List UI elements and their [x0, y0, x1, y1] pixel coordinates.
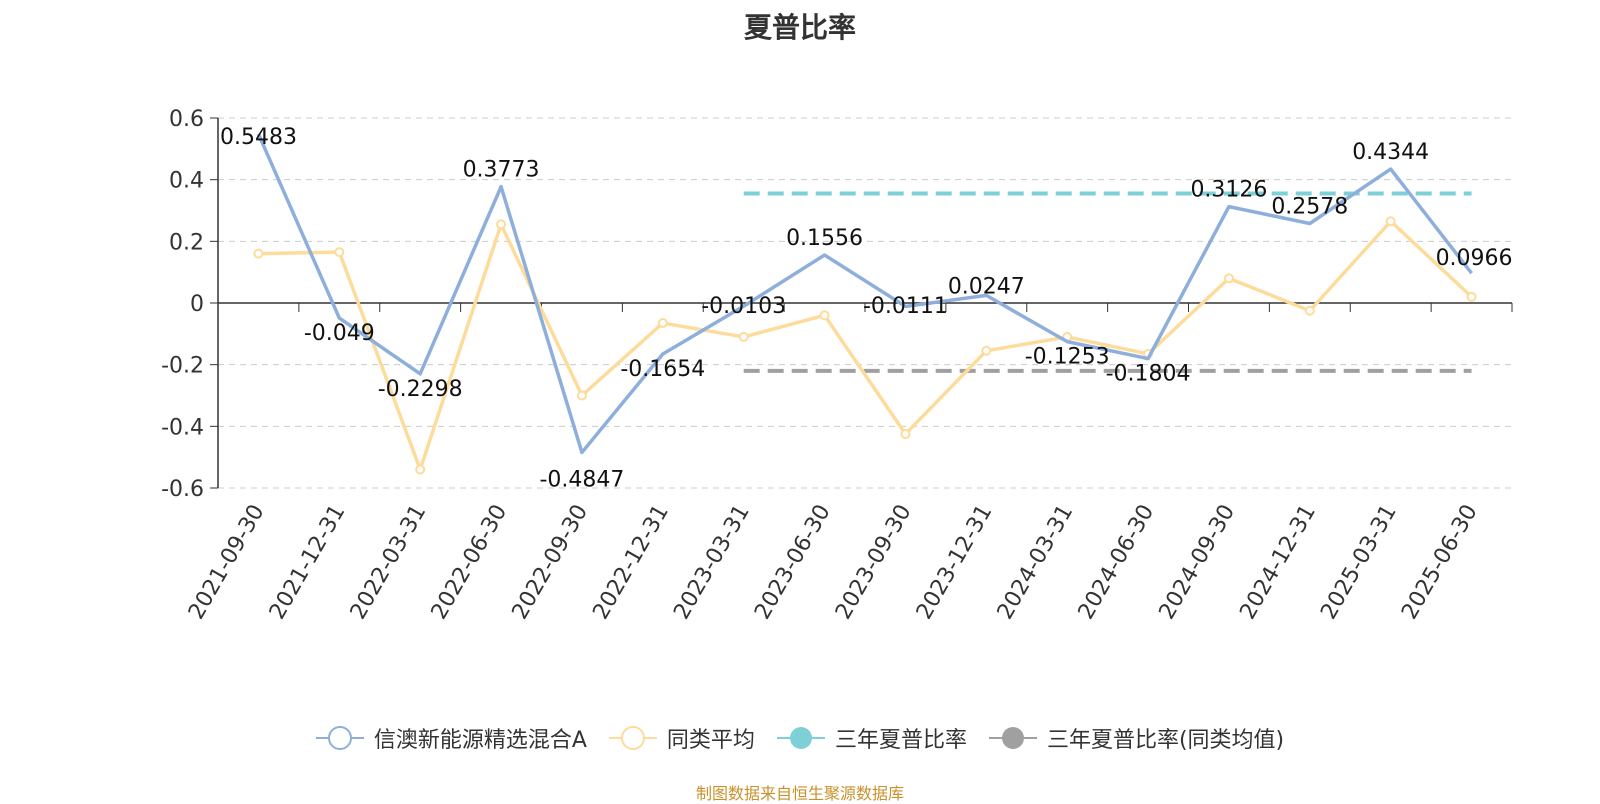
y-tick-label: 0.4 [169, 169, 204, 194]
reference-lines-layer [743, 191, 1472, 373]
data-label: 0.2578 [1271, 195, 1348, 220]
data-label: 0.4344 [1352, 140, 1429, 165]
legend-item[interactable]: 同类平均 [608, 722, 755, 754]
x-tick-label: 2022-12-31 [588, 501, 674, 624]
data-point [496, 219, 507, 230]
legend-item[interactable]: 三年夏普比率(同类均值) [988, 722, 1285, 754]
y-tick-label: 0.6 [169, 107, 204, 132]
y-tick-label: -0.2 [161, 354, 204, 379]
data-label: -0.1654 [620, 357, 705, 382]
y-tick-label: 0.2 [169, 230, 204, 255]
legend-item[interactable]: 三年夏普比率 [776, 722, 967, 754]
y-tick-label: -0.6 [161, 477, 204, 502]
hollow-circle-marker-icon [608, 726, 657, 750]
x-tick-label: 2021-09-30 [184, 501, 270, 624]
data-labels-layer: 0.5483 -0.049 -0.2298 0.3773 -0.4847 -0.1654 -… [220, 125, 1513, 493]
x-tick-label: 2021-12-31 [265, 501, 351, 624]
data-label: 0.3126 [1190, 178, 1267, 203]
legend-label: 三年夏普比率 [834, 728, 967, 753]
legend-label: 同类平均 [666, 728, 755, 753]
data-label: -0.1804 [1106, 362, 1191, 387]
y-tick-label: 0 [190, 292, 204, 317]
data-label: -0.049 [304, 321, 375, 346]
filled-circle-marker-icon [776, 727, 825, 749]
x-tick-label: 2024-06-30 [1074, 501, 1160, 624]
data-point [576, 390, 587, 401]
filled-circle-marker-icon [988, 727, 1037, 749]
data-point [657, 318, 668, 329]
data-label: 0.5483 [220, 125, 297, 150]
source-note: 制图数据来自恒生聚源数据库 [695, 784, 904, 803]
chart-title: 夏普比率 [743, 11, 856, 44]
legend-label: 信澳新能源精选混合A [373, 728, 587, 753]
data-point [253, 248, 264, 259]
data-label: -0.0111 [863, 294, 948, 319]
data-point [415, 464, 426, 475]
series-layer [253, 133, 1477, 475]
data-label: 0.3773 [463, 158, 540, 183]
data-point [1385, 216, 1396, 227]
data-label: 0.1556 [786, 226, 863, 251]
data-point [1466, 291, 1477, 302]
x-tick-label: 2023-03-31 [669, 501, 755, 624]
data-point [1304, 305, 1315, 316]
x-tick-label: 2022-09-30 [508, 501, 594, 624]
legend: 信澳新能源精选混合A 同类平均 三年夏普比率 三年夏普比率(同类均值) [0, 722, 1600, 754]
legend-label: 三年夏普比率(同类均值) [1046, 728, 1285, 753]
y-tick-label: -0.4 [161, 415, 204, 440]
x-tick-label: 2023-06-30 [750, 501, 836, 624]
data-label: 0.0247 [948, 274, 1025, 299]
axis-layer: 0.6 0.4 0.2 0 -0.2 -0.4 -0.62021-09-302021-12-… [161, 107, 1513, 624]
data-point [334, 247, 345, 258]
x-tick-label: 2022-06-30 [427, 501, 513, 624]
data-label: -0.1253 [1025, 345, 1110, 370]
data-point [900, 429, 911, 440]
x-tick-label: 2022-03-31 [346, 501, 432, 624]
x-tick-label: 2024-12-31 [1235, 501, 1321, 624]
x-tick-label: 2025-06-30 [1397, 501, 1483, 624]
data-point [981, 345, 992, 356]
series-line [256, 133, 1473, 455]
data-point [738, 331, 749, 342]
data-label: -0.0103 [701, 294, 786, 319]
x-tick-label: 2024-09-30 [1155, 501, 1241, 624]
data-label: -0.2298 [378, 377, 463, 402]
grid-layer [218, 117, 1512, 489]
data-point [1223, 273, 1234, 284]
data-label: 0.0966 [1436, 246, 1513, 271]
data-label: -0.4847 [539, 467, 624, 492]
x-tick-label: 2023-12-31 [912, 501, 998, 624]
x-tick-label: 2023-09-30 [831, 501, 917, 624]
legend-item[interactable]: 信澳新能源精选混合A [315, 722, 587, 754]
data-point [819, 310, 830, 321]
x-tick-label: 2024-03-31 [993, 501, 1079, 624]
series-line [258, 219, 1473, 472]
hollow-circle-marker-icon [315, 726, 364, 750]
x-tick-label: 2025-03-31 [1316, 501, 1402, 624]
